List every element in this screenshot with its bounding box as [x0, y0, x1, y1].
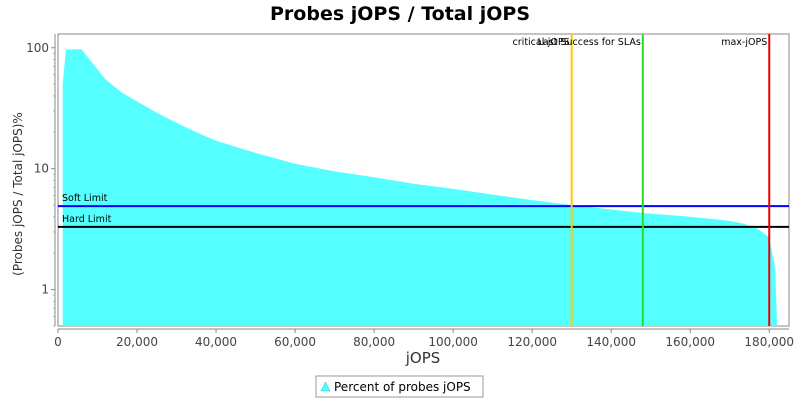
- x-tick-label-4: 80,000: [353, 335, 395, 349]
- series-layer: [62, 49, 778, 327]
- x-axis: 0 20,000 40,000 60,000 80,000 100,000 120,000 1…: [54, 328, 794, 349]
- marker-line-label-2: max-jOPS: [721, 37, 767, 48]
- limit-line-label-0: Soft Limit: [62, 193, 108, 204]
- legend: Percent of probes jOPS: [315, 375, 484, 398]
- x-tick-label-1: 20,000: [116, 335, 158, 349]
- legend-label: Percent of probes jOPS: [334, 380, 471, 394]
- y-tick-label-2: 100: [26, 41, 49, 55]
- x-tick-label-7: 140,000: [586, 335, 636, 349]
- legend-swatch-icon: [320, 381, 331, 392]
- limit-line-label-1: Hard Limit: [62, 214, 112, 225]
- x-tick-label-0: 0: [54, 335, 62, 349]
- x-tick-label-3: 60,000: [274, 335, 316, 349]
- chart-title: Probes jOPS / Total jOPS: [270, 3, 530, 25]
- y-axis-label: (Probes jOPS / Total jOPS)%: [11, 112, 25, 276]
- x-tick-label-8: 160,000: [665, 335, 715, 349]
- y-axis: 1 10 100: [26, 34, 56, 327]
- x-tick-label-2: 40,000: [195, 335, 237, 349]
- x-tick-label-6: 120,000: [507, 335, 557, 349]
- marker-line-label-1: Last Success for SLAs: [538, 37, 641, 48]
- limit-lines: Soft Limit Hard Limit: [58, 193, 789, 228]
- x-tick-label-5: 100,000: [428, 335, 478, 349]
- y-tick-label-0: 1: [41, 283, 49, 297]
- y-tick-label-1: 10: [34, 162, 49, 176]
- legend-box: [315, 375, 484, 398]
- series-area-0: [62, 49, 778, 327]
- x-axis-label: jOPS: [405, 349, 441, 367]
- x-tick-label-9: 180,000: [744, 335, 794, 349]
- marker-line-label-0: critical-jOPS: [513, 37, 570, 48]
